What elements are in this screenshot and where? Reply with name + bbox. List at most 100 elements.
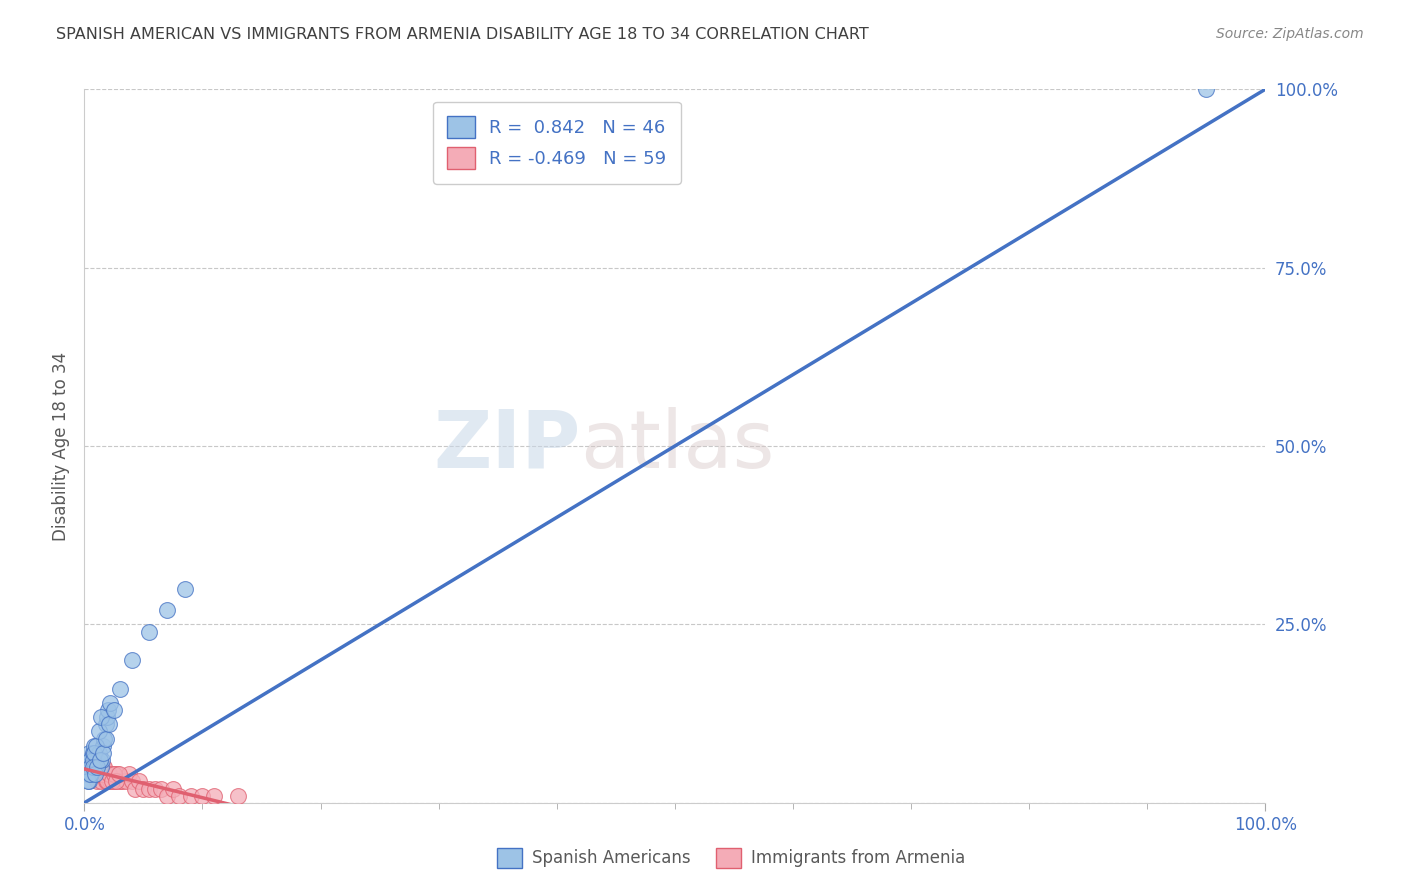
Point bbox=[226, 789, 249, 803]
Point bbox=[107, 767, 129, 781]
Point bbox=[89, 760, 111, 774]
Point bbox=[90, 774, 112, 789]
Point bbox=[97, 703, 120, 717]
Point bbox=[104, 774, 127, 789]
Point bbox=[93, 731, 115, 746]
Point bbox=[138, 624, 160, 639]
Point bbox=[98, 717, 121, 731]
Point bbox=[76, 767, 98, 781]
Point bbox=[93, 767, 115, 781]
Point bbox=[83, 739, 105, 753]
Point bbox=[84, 739, 107, 753]
Point bbox=[121, 774, 143, 789]
Point bbox=[86, 760, 108, 774]
Text: ZIP: ZIP bbox=[433, 407, 581, 485]
Point bbox=[94, 774, 117, 789]
Point bbox=[79, 753, 101, 767]
Point bbox=[90, 760, 112, 774]
Point bbox=[128, 774, 150, 789]
Point bbox=[77, 774, 100, 789]
Point bbox=[84, 767, 107, 781]
Point bbox=[77, 760, 100, 774]
Point bbox=[77, 746, 100, 760]
Legend: R =  0.842   N = 46, R = -0.469   N = 59: R = 0.842 N = 46, R = -0.469 N = 59 bbox=[433, 102, 681, 184]
Point bbox=[77, 753, 100, 767]
Point bbox=[80, 767, 103, 781]
Point bbox=[96, 767, 118, 781]
Point bbox=[97, 774, 120, 789]
Point bbox=[132, 781, 155, 796]
Point bbox=[77, 767, 100, 781]
Point bbox=[94, 731, 117, 746]
Point bbox=[82, 753, 104, 767]
Point bbox=[80, 760, 103, 774]
Point bbox=[80, 767, 103, 781]
Point bbox=[83, 767, 105, 781]
Point bbox=[202, 789, 225, 803]
Point bbox=[105, 774, 128, 789]
Point bbox=[98, 767, 121, 781]
Point bbox=[108, 681, 131, 696]
Point bbox=[86, 753, 108, 767]
Point bbox=[162, 781, 184, 796]
Point bbox=[98, 774, 121, 789]
Point bbox=[79, 767, 101, 781]
Point bbox=[101, 767, 124, 781]
Point bbox=[156, 603, 179, 617]
Point bbox=[91, 746, 114, 760]
Point bbox=[121, 653, 143, 667]
Point bbox=[98, 696, 121, 710]
Point bbox=[89, 753, 111, 767]
Point bbox=[143, 781, 166, 796]
Point bbox=[86, 774, 108, 789]
Point bbox=[76, 753, 98, 767]
Point bbox=[107, 767, 129, 781]
Point bbox=[79, 767, 101, 781]
Point bbox=[167, 789, 190, 803]
Legend: Spanish Americans, Immigrants from Armenia: Spanish Americans, Immigrants from Armen… bbox=[491, 841, 972, 875]
Point bbox=[82, 760, 104, 774]
Point bbox=[79, 760, 101, 774]
Text: Source: ZipAtlas.com: Source: ZipAtlas.com bbox=[1216, 27, 1364, 41]
Point bbox=[76, 760, 98, 774]
Point bbox=[118, 767, 141, 781]
Point bbox=[91, 739, 114, 753]
Point bbox=[86, 767, 108, 781]
Point bbox=[138, 781, 160, 796]
Point bbox=[108, 774, 131, 789]
Point bbox=[89, 753, 111, 767]
Point bbox=[77, 760, 100, 774]
Point bbox=[93, 760, 115, 774]
Point bbox=[103, 767, 125, 781]
Point bbox=[82, 760, 104, 774]
Point bbox=[91, 767, 114, 781]
Point bbox=[91, 753, 114, 767]
Point bbox=[156, 789, 179, 803]
Point bbox=[83, 767, 105, 781]
Point bbox=[77, 760, 100, 774]
Point bbox=[1195, 82, 1218, 96]
Point bbox=[84, 760, 107, 774]
Point bbox=[150, 781, 173, 796]
Point bbox=[83, 746, 105, 760]
Point bbox=[173, 582, 195, 596]
Point bbox=[87, 746, 110, 760]
Point bbox=[89, 760, 111, 774]
Point bbox=[87, 767, 110, 781]
Text: SPANISH AMERICAN VS IMMIGRANTS FROM ARMENIA DISABILITY AGE 18 TO 34 CORRELATION : SPANISH AMERICAN VS IMMIGRANTS FROM ARME… bbox=[56, 27, 869, 42]
Point bbox=[100, 774, 122, 789]
Point bbox=[84, 760, 107, 774]
Point bbox=[84, 753, 107, 767]
Point bbox=[91, 760, 114, 774]
Text: atlas: atlas bbox=[581, 407, 775, 485]
Point bbox=[80, 760, 103, 774]
Point bbox=[82, 753, 104, 767]
Point bbox=[114, 774, 136, 789]
Point bbox=[191, 789, 214, 803]
Point bbox=[87, 724, 110, 739]
Point bbox=[90, 710, 112, 724]
Point bbox=[96, 710, 118, 724]
Point bbox=[84, 767, 107, 781]
Point bbox=[84, 760, 107, 774]
Point bbox=[75, 760, 97, 774]
